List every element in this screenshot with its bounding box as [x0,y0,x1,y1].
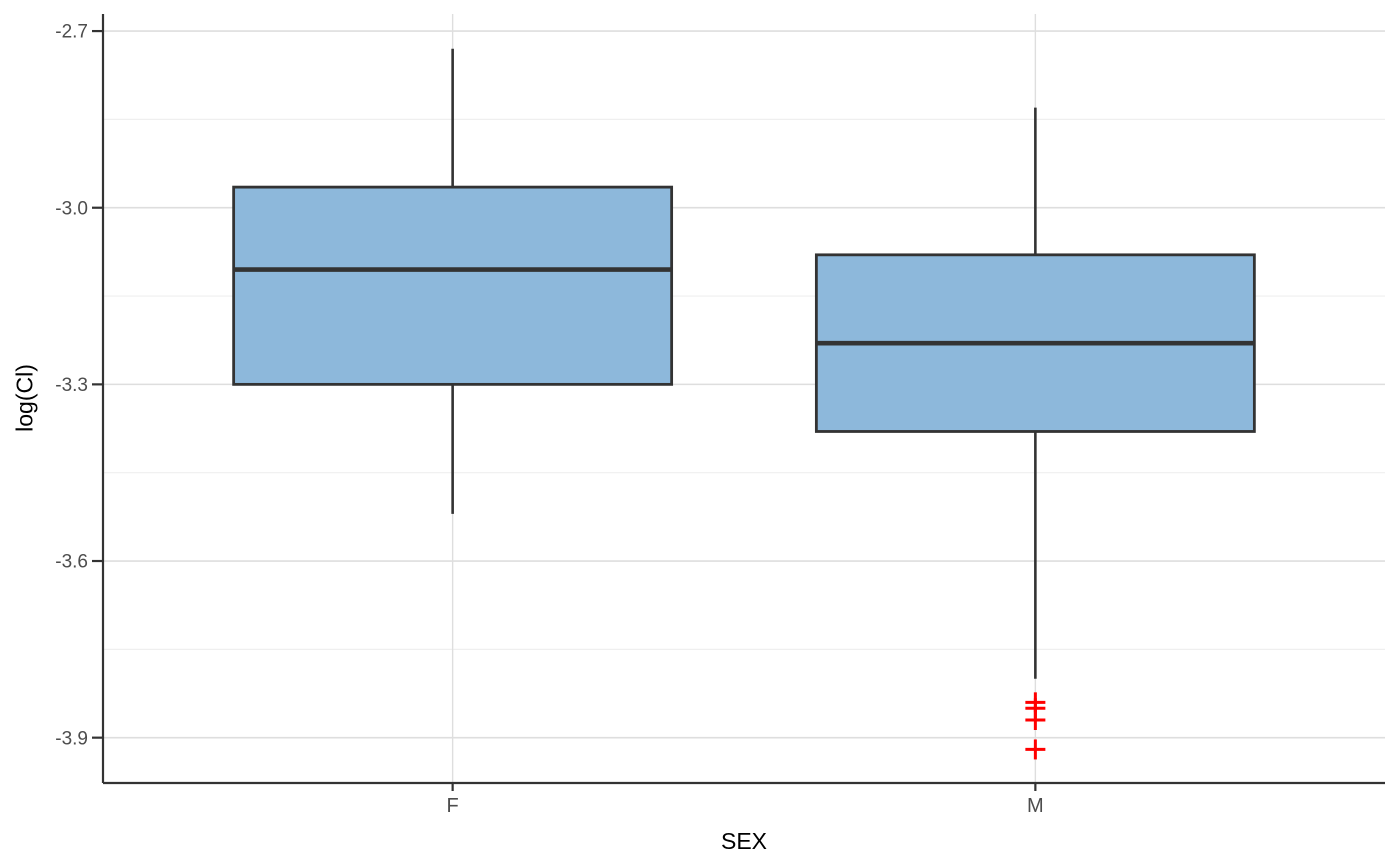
outlier-point [1025,709,1046,730]
y-tick-label: -3.0 [55,198,88,219]
x-axis-title: SEX [720,828,768,854]
y-tick-label: -3.9 [55,728,88,749]
y-tick-label: -2.7 [55,22,88,43]
outlier-point [1025,739,1046,760]
y-axis-title: log(Cl) [11,364,38,432]
x-tick-label: M [1027,795,1044,817]
y-tick-label: -3.3 [55,375,88,396]
x-tick-label: F [447,795,459,817]
box-F [232,185,674,386]
y-tick-label: -3.6 [55,552,88,573]
